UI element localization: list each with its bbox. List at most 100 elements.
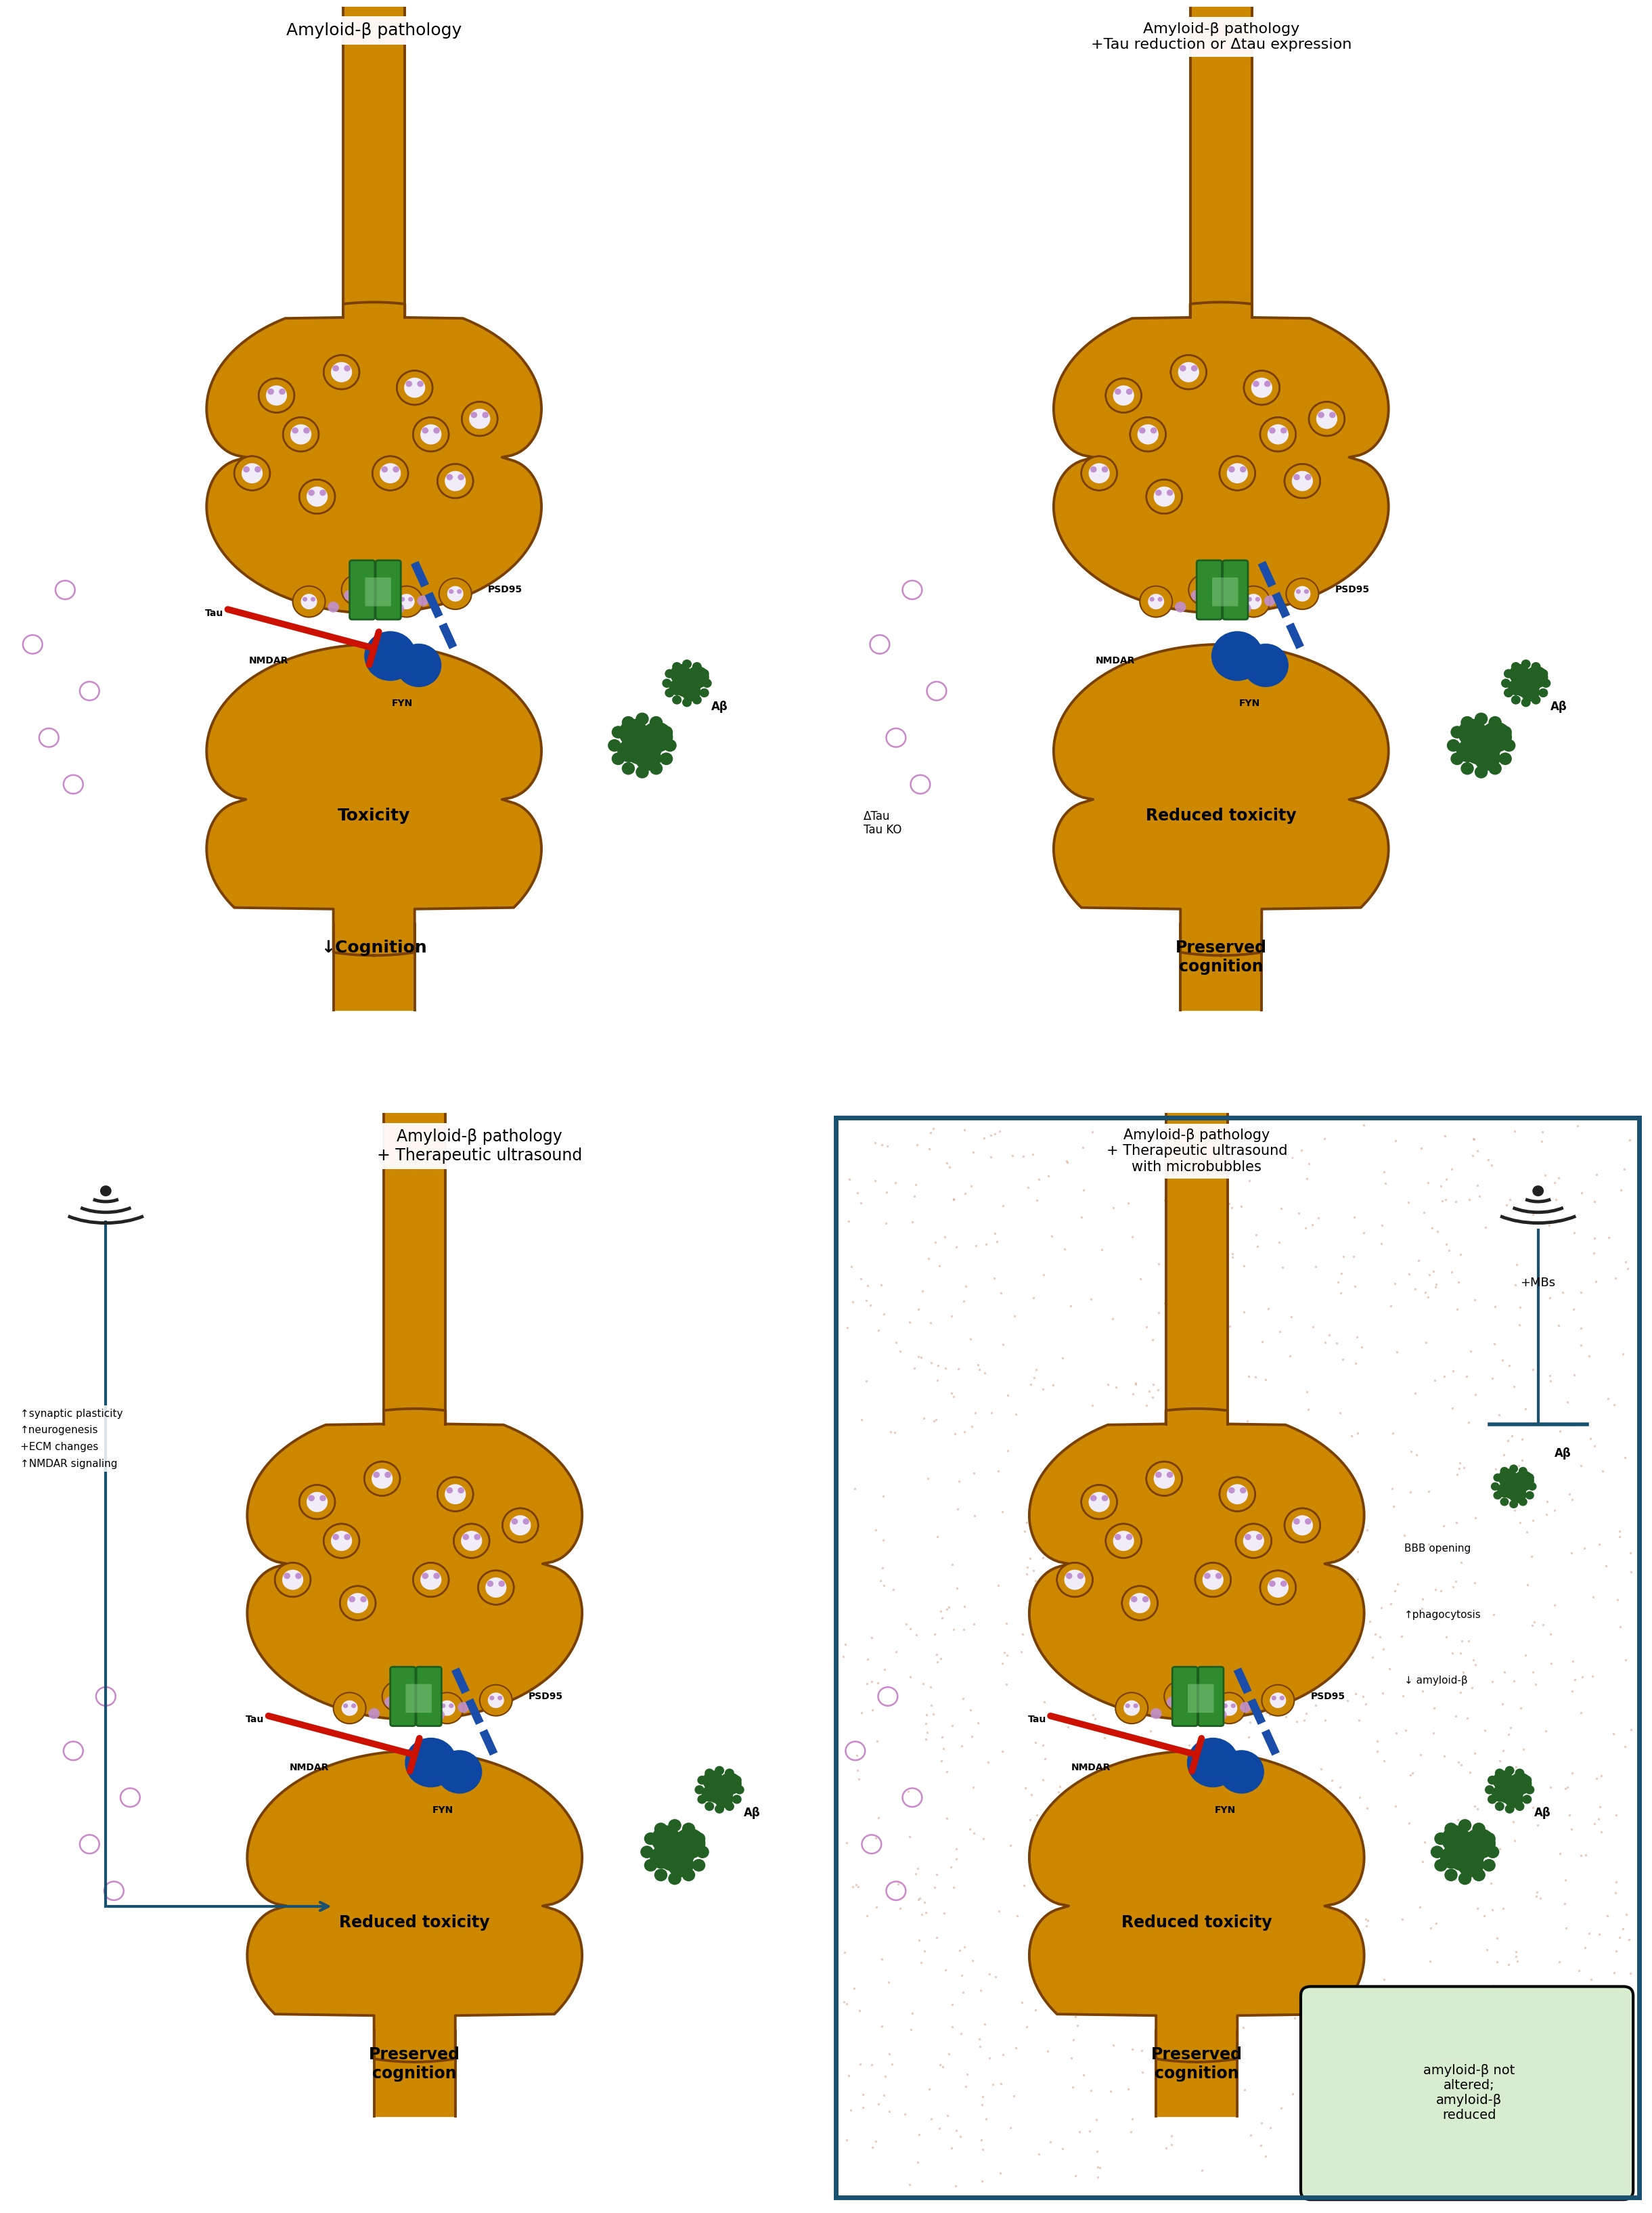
Point <box>1447 1545 1474 1580</box>
Circle shape <box>1239 467 1246 474</box>
Text: PSD95: PSD95 <box>529 1691 563 1702</box>
Point <box>915 1241 942 1277</box>
Point <box>1269 1250 1295 1286</box>
Point <box>1569 1660 1596 1695</box>
Point <box>1160 1520 1186 1556</box>
Point <box>1340 1239 1366 1275</box>
Point <box>1475 1781 1502 1817</box>
Circle shape <box>1500 1474 1528 1500</box>
Point <box>1479 1361 1505 1396</box>
Circle shape <box>1525 1786 1535 1795</box>
Point <box>938 1708 965 1744</box>
Point <box>1097 1788 1123 1824</box>
Point <box>1327 1275 1353 1310</box>
Point <box>1049 2131 1075 2167</box>
Point <box>909 1272 935 1308</box>
Point <box>1601 1388 1627 1423</box>
Point <box>1399 1755 1426 1790</box>
Point <box>1507 1290 1533 1326</box>
Point <box>1128 2054 1155 2089</box>
Point <box>1052 1830 1079 1866</box>
Circle shape <box>1213 1693 1246 1724</box>
Point <box>991 1635 1018 1671</box>
Point <box>1546 1835 1573 1870</box>
Point <box>1559 1755 1586 1790</box>
Circle shape <box>291 425 312 445</box>
Point <box>1011 1868 1037 1903</box>
Point <box>1308 1965 1335 2001</box>
Circle shape <box>482 412 489 418</box>
FancyBboxPatch shape <box>1198 1666 1224 1726</box>
Point <box>986 1894 1013 1930</box>
Point <box>933 1591 960 1627</box>
Point <box>1412 1275 1439 1310</box>
Point <box>1145 2009 1171 2045</box>
Circle shape <box>1512 662 1520 671</box>
Point <box>1370 1675 1396 1711</box>
Point <box>1602 1797 1629 1832</box>
Circle shape <box>1474 746 1500 770</box>
Text: ↑synaptic plasticity
↑neurogenesis
+ECM changes
↑NMDAR signaling: ↑synaptic plasticity ↑neurogenesis +ECM … <box>20 1410 122 1469</box>
Point <box>1441 1352 1467 1388</box>
Point <box>1616 1122 1642 1157</box>
Point <box>1383 1122 1409 1157</box>
Point <box>1249 2105 1275 2140</box>
Point <box>857 1664 884 1700</box>
Point <box>1604 1582 1631 1618</box>
Point <box>973 1226 999 1261</box>
Point <box>1135 1374 1161 1410</box>
Point <box>1401 1272 1427 1308</box>
Point <box>958 1410 985 1445</box>
Point <box>1599 2160 1626 2195</box>
Point <box>1188 1266 1214 1301</box>
Point <box>1602 1863 1629 1899</box>
Circle shape <box>1280 1580 1287 1587</box>
Point <box>1209 1609 1236 1644</box>
Point <box>1165 1779 1191 1815</box>
Circle shape <box>522 1518 529 1525</box>
Point <box>1075 1750 1102 1786</box>
Point <box>1275 1850 1302 1885</box>
Point <box>904 2144 930 2180</box>
Point <box>1280 1571 1307 1607</box>
Point <box>1148 1476 1175 1511</box>
Circle shape <box>299 480 335 513</box>
Circle shape <box>705 1775 733 1804</box>
Point <box>1531 2127 1558 2162</box>
Circle shape <box>431 1693 464 1724</box>
Point <box>961 1396 988 1432</box>
Point <box>1450 1655 1477 1691</box>
Point <box>980 2067 1006 2102</box>
Circle shape <box>634 746 661 770</box>
Point <box>1279 2076 1305 2111</box>
Point <box>1444 1989 1470 2025</box>
Point <box>1477 1866 1503 1901</box>
Point <box>1229 2009 1256 2045</box>
FancyBboxPatch shape <box>375 560 401 620</box>
Point <box>1289 1600 1315 1635</box>
Point <box>854 1363 881 1399</box>
Point <box>1298 1985 1325 2020</box>
Point <box>1224 1140 1251 1175</box>
Point <box>935 2036 961 2071</box>
Point <box>1432 1182 1459 1217</box>
Point <box>952 1284 978 1319</box>
Point <box>1257 2109 1284 2144</box>
Circle shape <box>1444 1832 1485 1872</box>
Point <box>1155 1611 1181 1646</box>
Point <box>1117 1585 1143 1620</box>
Point <box>1345 1416 1371 1452</box>
Circle shape <box>327 602 339 613</box>
Point <box>1227 1492 1254 1527</box>
Circle shape <box>641 721 672 752</box>
Point <box>1386 2043 1412 2078</box>
Circle shape <box>692 695 702 704</box>
Point <box>1320 1518 1346 1554</box>
Point <box>943 1830 970 1866</box>
Circle shape <box>699 668 709 677</box>
Point <box>1327 1394 1353 1430</box>
Point <box>1576 1916 1602 1952</box>
Point <box>1110 1947 1137 1983</box>
Circle shape <box>487 1693 504 1708</box>
Circle shape <box>1227 463 1247 482</box>
